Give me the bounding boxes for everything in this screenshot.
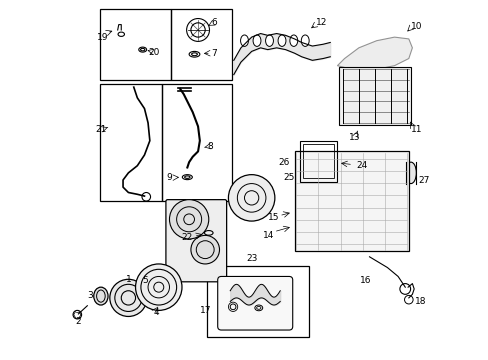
Text: 17: 17: [200, 306, 211, 315]
Text: 19: 19: [97, 33, 108, 42]
Text: 20: 20: [148, 48, 160, 57]
Text: 22: 22: [182, 233, 193, 242]
Bar: [100, 84, 162, 202]
Text: 25: 25: [283, 173, 294, 182]
Text: 14: 14: [263, 231, 274, 240]
Ellipse shape: [240, 35, 248, 46]
Text: 21: 21: [95, 126, 106, 135]
Bar: [299, 141, 337, 182]
Circle shape: [169, 200, 208, 239]
Circle shape: [228, 175, 274, 221]
Polygon shape: [337, 37, 411, 69]
Ellipse shape: [278, 35, 285, 46]
Circle shape: [110, 279, 147, 316]
FancyBboxPatch shape: [217, 276, 292, 330]
Ellipse shape: [301, 35, 308, 46]
Text: 23: 23: [245, 254, 257, 263]
Text: 8: 8: [207, 141, 213, 150]
Text: 24: 24: [355, 161, 366, 170]
Text: 26: 26: [278, 158, 290, 167]
Text: 7: 7: [211, 49, 217, 58]
Bar: [206, 266, 308, 337]
Bar: [294, 152, 408, 251]
Text: 18: 18: [414, 297, 426, 306]
Bar: [171, 9, 231, 80]
Ellipse shape: [253, 35, 261, 46]
Ellipse shape: [405, 162, 415, 184]
Text: 2: 2: [75, 317, 81, 326]
Ellipse shape: [289, 35, 297, 46]
Text: 27: 27: [418, 176, 429, 185]
Ellipse shape: [94, 287, 108, 305]
Text: 15: 15: [267, 213, 279, 222]
Text: 9: 9: [166, 174, 172, 183]
Text: 13: 13: [348, 132, 360, 141]
Text: 11: 11: [410, 126, 421, 135]
FancyBboxPatch shape: [165, 200, 226, 282]
Text: 6: 6: [211, 18, 217, 27]
Text: 3: 3: [87, 291, 93, 300]
Bar: [162, 84, 231, 202]
Text: 1: 1: [125, 275, 131, 284]
Bar: [100, 9, 171, 80]
Text: 5: 5: [142, 276, 148, 285]
Text: 12: 12: [315, 18, 326, 27]
Bar: [303, 144, 333, 178]
Text: 16: 16: [360, 276, 371, 285]
Bar: [339, 67, 410, 125]
Text: 4: 4: [153, 309, 159, 318]
Circle shape: [190, 235, 219, 264]
Ellipse shape: [265, 35, 273, 46]
Circle shape: [135, 264, 182, 310]
Text: 10: 10: [410, 22, 421, 31]
